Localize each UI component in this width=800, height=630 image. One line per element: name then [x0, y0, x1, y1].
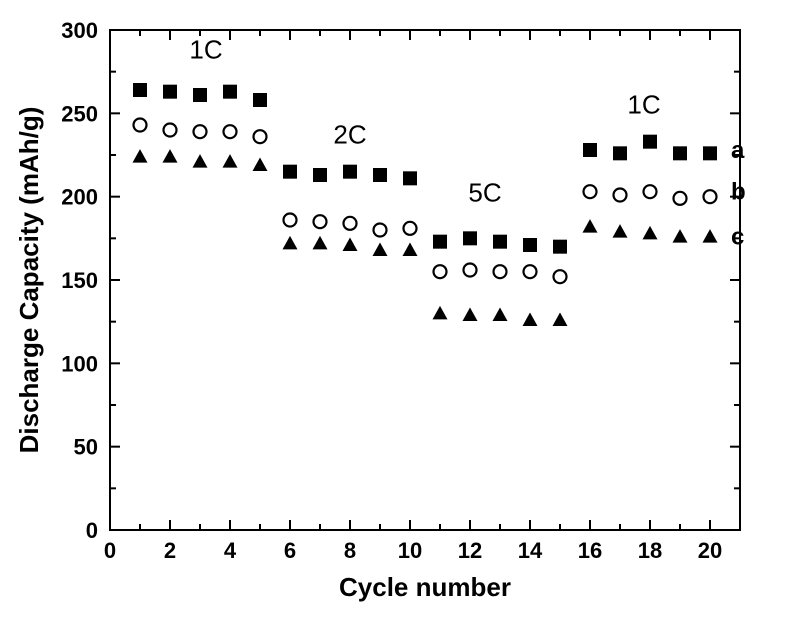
svg-text:200: 200 — [61, 185, 98, 210]
x-axis-title: Cycle number — [339, 572, 511, 602]
series-label: c — [731, 224, 744, 251]
svg-text:12: 12 — [458, 538, 482, 563]
svg-text:8: 8 — [344, 538, 356, 563]
svg-text:2: 2 — [164, 538, 176, 563]
rate-annotation: 1C — [627, 89, 660, 119]
svg-text:4: 4 — [224, 538, 237, 563]
svg-text:16: 16 — [578, 538, 602, 563]
svg-text:50: 50 — [74, 435, 98, 460]
rate-annotation: 1C — [189, 34, 222, 64]
svg-text:18: 18 — [638, 538, 662, 563]
rate-annotation: 5C — [468, 178, 501, 208]
svg-text:0: 0 — [104, 538, 116, 563]
discharge-capacity-chart: 02468101214161820050100150200250300Cycle… — [0, 0, 800, 630]
rate-annotation: 2C — [333, 119, 366, 149]
svg-text:14: 14 — [518, 538, 543, 563]
svg-text:150: 150 — [61, 268, 98, 293]
svg-text:20: 20 — [698, 538, 722, 563]
chart-svg: 02468101214161820050100150200250300Cycle… — [0, 0, 800, 630]
svg-text:10: 10 — [398, 538, 422, 563]
svg-text:0: 0 — [86, 518, 98, 543]
series-label: b — [731, 179, 746, 206]
y-axis-title: Discharge Capacity (mAh/g) — [14, 107, 44, 454]
svg-text:6: 6 — [284, 538, 296, 563]
svg-text:300: 300 — [61, 18, 98, 43]
svg-text:100: 100 — [61, 351, 98, 376]
series-label: a — [731, 137, 745, 164]
svg-text:250: 250 — [61, 101, 98, 126]
